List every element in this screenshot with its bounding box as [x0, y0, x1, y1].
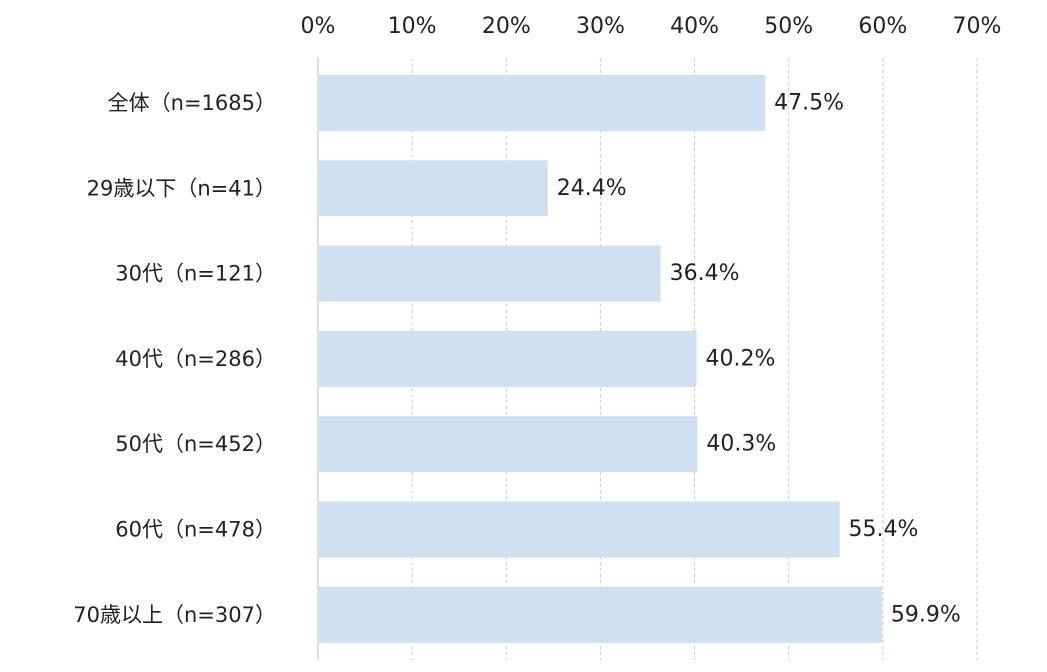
data-label-5: 55.4% [849, 517, 919, 542]
category-label-1: 29歳以下（n=41） [87, 176, 276, 200]
bar-3 [318, 330, 697, 387]
x-tick-label-0: 0% [301, 14, 336, 39]
category-label-3: 40代（n=286） [115, 347, 276, 371]
bar-6 [318, 586, 882, 643]
data-label-3: 40.2% [705, 346, 775, 371]
x-tick-label-60: 60% [858, 14, 907, 39]
bar-2 [318, 245, 661, 302]
x-tick-labels: 0% 10% 20% 30% 40% 50% 60% 70% [301, 14, 1002, 39]
data-label-6: 59.9% [891, 602, 961, 627]
x-tick-label-10: 10% [388, 14, 437, 39]
category-label-6: 70歳以上（n=307） [73, 603, 276, 627]
category-label-4: 50代（n=452） [115, 432, 276, 456]
category-labels: 全体（n=1685） 29歳以下（n=41） 30代（n=121） 40代（n=286… [73, 91, 276, 627]
bars [318, 75, 882, 643]
bar-0 [318, 75, 766, 131]
bar-1 [318, 160, 548, 217]
category-label-5: 60代（n=478） [115, 518, 276, 542]
data-label-4: 40.3% [706, 432, 776, 457]
category-label-2: 30代（n=121） [115, 262, 276, 286]
data-labels: 47.5% 24.4% 36.4% 40.2% 40.3% 55.4% 59.9% [557, 91, 961, 628]
bar-5 [318, 501, 840, 558]
x-tick-label-70: 70% [953, 14, 1002, 39]
data-label-1: 24.4% [557, 176, 627, 201]
bar-4 [318, 416, 698, 473]
data-label-0: 47.5% [774, 91, 844, 116]
data-label-2: 36.4% [670, 261, 740, 286]
x-tick-label-30: 30% [576, 14, 625, 39]
x-tick-label-50: 50% [764, 14, 813, 39]
x-tick-label-20: 20% [482, 14, 531, 39]
category-label-0: 全体（n=1685） [108, 91, 276, 115]
x-tick-label-40: 40% [670, 14, 719, 39]
